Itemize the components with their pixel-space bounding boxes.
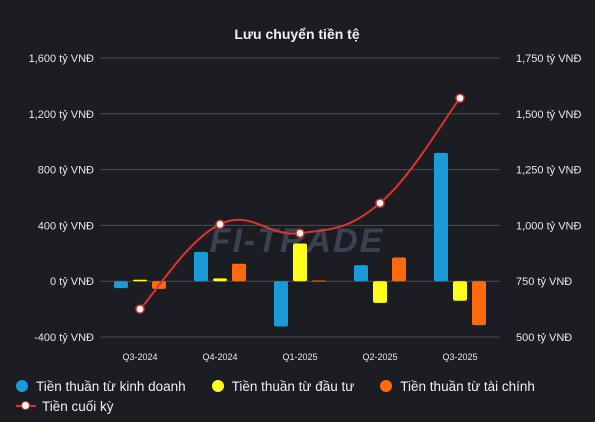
bar[interactable] [213,278,227,282]
legend-label-investing: Tiền thuần từ đầu tư [231,378,355,394]
y-right-tick-label: 1,250 tỷ VNĐ [516,165,581,177]
y-left-tick-label: 1,200 tỷ VNĐ [29,109,94,121]
legend-marker-financing [380,380,393,392]
legend-label-financing: Tiền thuần từ tài chính [400,378,535,394]
legend-marker-ending-cash [16,400,36,412]
bar[interactable] [293,243,307,282]
bar[interactable] [354,265,368,282]
bar[interactable] [434,152,448,282]
y-left-tick-label: 1,600 tỷ VNĐ [29,53,94,65]
y-left-tick-label: -400 tỷ VNĐ [34,332,94,344]
bar[interactable] [312,280,326,282]
y-right-tick-label: 750 tỷ VNĐ [516,276,572,288]
ending-cash-point[interactable] [455,93,465,103]
legend-label-ending-cash: Tiền cuối kỳ [42,398,114,414]
legend-marker-investing [211,380,224,392]
y-left-tick-label: 400 tỷ VNĐ [38,220,94,232]
y-right-tick-label: 1,500 tỷ VNĐ [516,109,581,121]
legend-item-ending-cash[interactable]: Tiền cuối kỳ [16,399,114,414]
y-left-tick-label: 800 tỷ VNĐ [38,165,94,177]
y-right-tick-label: 1,750 tỷ VNĐ [516,53,581,65]
cash-flow-chart: Lưu chuyển tiền tệ FI-TRADE -400 tỷ VNĐ0… [29,26,582,362]
bar[interactable] [232,263,246,282]
legend-item-investing[interactable]: Tiền thuần từ đầu tư [211,378,355,394]
bar[interactable] [472,281,486,326]
legend-marker-operating [16,380,28,392]
bar[interactable] [194,251,208,282]
legend-label-operating: Tiền thuần từ kinh doanh [36,378,186,394]
y-right-tick-label: 500 tỷ VNĐ [516,332,572,344]
bar[interactable] [392,257,406,282]
legend-item-operating[interactable]: Tiền thuần từ kinh doanh [16,379,186,394]
legend: Tiền thuần từ kinh doanh Tiền thuần từ đ… [16,376,586,416]
y-left-tick-label: 0 tỷ VNĐ [50,276,94,288]
x-tick-label: Q3-2024 [122,352,157,362]
x-tick-label: Q2-2025 [362,352,397,362]
bar[interactable] [373,281,387,303]
bar[interactable] [114,281,128,289]
bar[interactable] [274,281,288,327]
ending-cash-point[interactable] [135,304,145,314]
bar[interactable] [133,279,147,282]
legend-item-financing[interactable]: Tiền thuần từ tài chính [380,379,535,394]
y-right-tick-label: 1,000 tỷ VNĐ [516,220,581,232]
x-tick-label: Q1-2025 [282,352,317,362]
chart-title: Lưu chuyển tiền tệ [234,26,359,42]
ending-cash-point[interactable] [375,198,385,208]
x-tick-label: Q3-2025 [442,352,477,362]
bar[interactable] [453,281,467,301]
ending-cash-point[interactable] [295,228,305,238]
x-tick-label: Q4-2024 [202,352,237,362]
ending-cash-point[interactable] [215,219,225,230]
